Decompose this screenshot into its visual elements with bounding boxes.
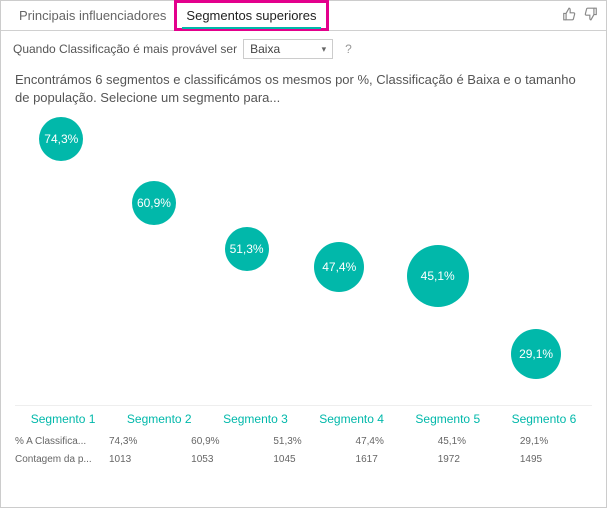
feedback-controls <box>562 7 598 24</box>
table-cell: 29,1% <box>510 436 592 447</box>
segment-labels-row: Segmento 1Segmento 2Segmento 3Segmento 4… <box>15 406 592 426</box>
visual-container: Principais influenciadores Segmentos sup… <box>0 0 607 508</box>
tabs-bar: Principais influenciadores Segmentos sup… <box>1 1 606 31</box>
table-cell: 45,1% <box>428 436 510 447</box>
table-cell: 1972 <box>428 454 510 465</box>
segment-label[interactable]: Segmento 5 <box>400 412 496 426</box>
table-row: % A Classifica... 74,3%60,9%51,3%47,4%45… <box>15 432 592 450</box>
row-label-pct: % A Classifica... <box>15 436 99 447</box>
help-icon[interactable]: ? <box>345 42 352 56</box>
table-cell: 51,3% <box>263 436 345 447</box>
segment-label[interactable]: Segmento 1 <box>15 412 111 426</box>
segment-label[interactable]: Segmento 2 <box>111 412 207 426</box>
description-text: Encontrámos 6 segmentos e classificámos … <box>1 67 606 116</box>
filter-dropdown[interactable]: Baixa ▾ <box>243 39 333 59</box>
segment-label[interactable]: Segmento 6 <box>496 412 592 426</box>
bubble-chart: 74,3% 60,9% 51,3% 47,4% 45,1% 29,1% <box>15 116 592 406</box>
filter-row: Quando Classificação é mais provável ser… <box>1 31 606 67</box>
thumbs-up-icon[interactable] <box>562 7 576 24</box>
table-cell: 1495 <box>510 454 592 465</box>
segment-bubble[interactable]: 74,3% <box>39 117 83 161</box>
row-label-count: Contagem da p... <box>15 454 99 465</box>
segment-bubble[interactable]: 60,9% <box>132 181 176 225</box>
data-table: % A Classifica... 74,3%60,9%51,3%47,4%45… <box>15 432 592 468</box>
table-row: Contagem da p... 10131053104516171972149… <box>15 450 592 468</box>
thumbs-down-icon[interactable] <box>584 7 598 24</box>
filter-prefix: Quando Classificação é mais provável ser <box>13 42 237 56</box>
table-cell: 1045 <box>263 454 345 465</box>
filter-value: Baixa <box>250 42 280 56</box>
tab-segments[interactable]: Segmentos superiores <box>176 2 326 29</box>
table-cell: 74,3% <box>99 436 181 447</box>
table-cell: 47,4% <box>346 436 428 447</box>
segment-label[interactable]: Segmento 3 <box>207 412 303 426</box>
table-cell: 1617 <box>346 454 428 465</box>
segment-bubble[interactable]: 29,1% <box>511 329 561 379</box>
segment-bubble[interactable]: 45,1% <box>407 245 469 307</box>
chevron-down-icon: ▾ <box>322 44 327 55</box>
segment-bubble[interactable]: 47,4% <box>314 242 364 292</box>
table-cell: 1053 <box>181 454 263 465</box>
tab-influencers[interactable]: Principais influenciadores <box>9 2 176 29</box>
table-cell: 60,9% <box>181 436 263 447</box>
segment-bubble[interactable]: 51,3% <box>225 227 269 271</box>
table-cell: 1013 <box>99 454 181 465</box>
segment-label[interactable]: Segmento 4 <box>304 412 400 426</box>
